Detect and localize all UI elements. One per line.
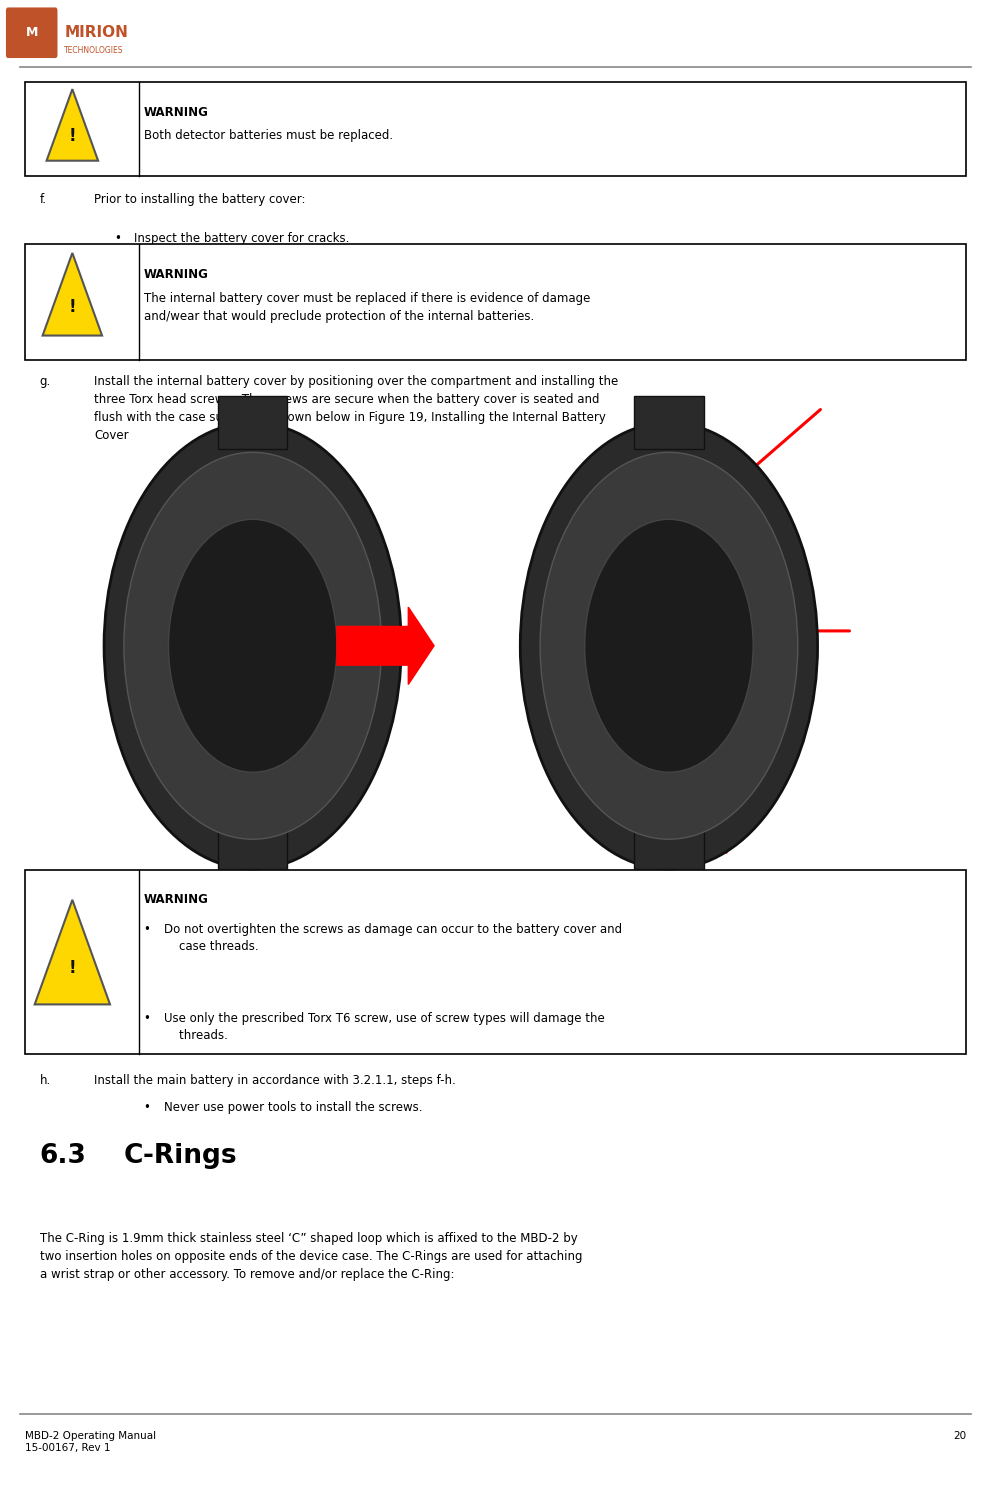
Text: 20: 20 xyxy=(953,1431,966,1442)
Text: MBD-2 Operating Manual
15-00167, Rev 1: MBD-2 Operating Manual 15-00167, Rev 1 xyxy=(25,1431,156,1454)
Text: !: ! xyxy=(68,126,76,144)
Polygon shape xyxy=(35,900,110,1004)
Bar xyxy=(634,815,704,869)
Text: •: • xyxy=(144,1101,151,1115)
Text: TECHNOLOGIES: TECHNOLOGIES xyxy=(64,46,124,55)
Text: g.: g. xyxy=(40,375,51,388)
FancyBboxPatch shape xyxy=(6,7,57,58)
Circle shape xyxy=(168,519,337,772)
Text: MIRION: MIRION xyxy=(64,25,128,40)
Text: !: ! xyxy=(68,958,76,976)
FancyBboxPatch shape xyxy=(25,870,966,1054)
Text: The internal battery cover must be replaced if there is evidence of damage
and/w: The internal battery cover must be repla… xyxy=(144,292,590,323)
Text: Install the main battery in accordance with 3.2.1.1, steps f-h.: Install the main battery in accordance w… xyxy=(94,1074,456,1088)
Text: WARNING: WARNING xyxy=(144,268,208,281)
Text: •: • xyxy=(144,923,151,936)
Text: Both detector batteries must be replaced.: Both detector batteries must be replaced… xyxy=(144,129,392,143)
Circle shape xyxy=(520,423,818,869)
Text: WARNING: WARNING xyxy=(144,893,208,906)
Text: h.: h. xyxy=(40,1074,51,1088)
Text: •: • xyxy=(114,266,121,280)
Circle shape xyxy=(585,519,753,772)
FancyBboxPatch shape xyxy=(25,244,966,360)
Polygon shape xyxy=(47,89,98,161)
Text: Inspect the battery cover for cracks.: Inspect the battery cover for cracks. xyxy=(134,232,349,246)
Text: f.: f. xyxy=(40,193,47,207)
Text: Use only the prescribed Torx T6 screw, use of screw types will damage the
    th: Use only the prescribed Torx T6 screw, u… xyxy=(164,1012,605,1042)
Text: Inspect the gasket for wear or missing segments.: Inspect the gasket for wear or missing s… xyxy=(134,266,426,280)
Text: Figure 19: Installing the Internal Battery Cover: Figure 19: Installing the Internal Batte… xyxy=(330,872,661,885)
Text: Do not overtighten the screws as damage can occur to the battery cover and
    c: Do not overtighten the screws as damage … xyxy=(164,923,621,952)
Text: •: • xyxy=(144,1012,151,1025)
Circle shape xyxy=(540,452,798,839)
Text: C-Rings: C-Rings xyxy=(124,1143,238,1168)
FancyBboxPatch shape xyxy=(25,82,966,176)
Circle shape xyxy=(124,452,382,839)
Text: Prior to installing the battery cover:: Prior to installing the battery cover: xyxy=(94,193,305,207)
Text: !: ! xyxy=(68,298,76,315)
Bar xyxy=(634,396,704,449)
FancyArrow shape xyxy=(337,607,434,684)
Text: 6.3: 6.3 xyxy=(40,1143,86,1168)
Bar xyxy=(218,815,287,869)
Text: •: • xyxy=(114,232,121,246)
Text: The C-Ring is 1.9mm thick stainless steel ‘C” shaped loop which is affixed to th: The C-Ring is 1.9mm thick stainless stee… xyxy=(40,1232,582,1281)
Text: WARNING: WARNING xyxy=(144,106,208,119)
Polygon shape xyxy=(43,253,102,336)
Text: Install the internal battery cover by positioning over the compartment and insta: Install the internal battery cover by po… xyxy=(94,375,618,442)
Bar xyxy=(218,396,287,449)
Circle shape xyxy=(104,423,401,869)
Text: Never use power tools to install the screws.: Never use power tools to install the scr… xyxy=(164,1101,422,1115)
Text: M: M xyxy=(26,27,38,39)
